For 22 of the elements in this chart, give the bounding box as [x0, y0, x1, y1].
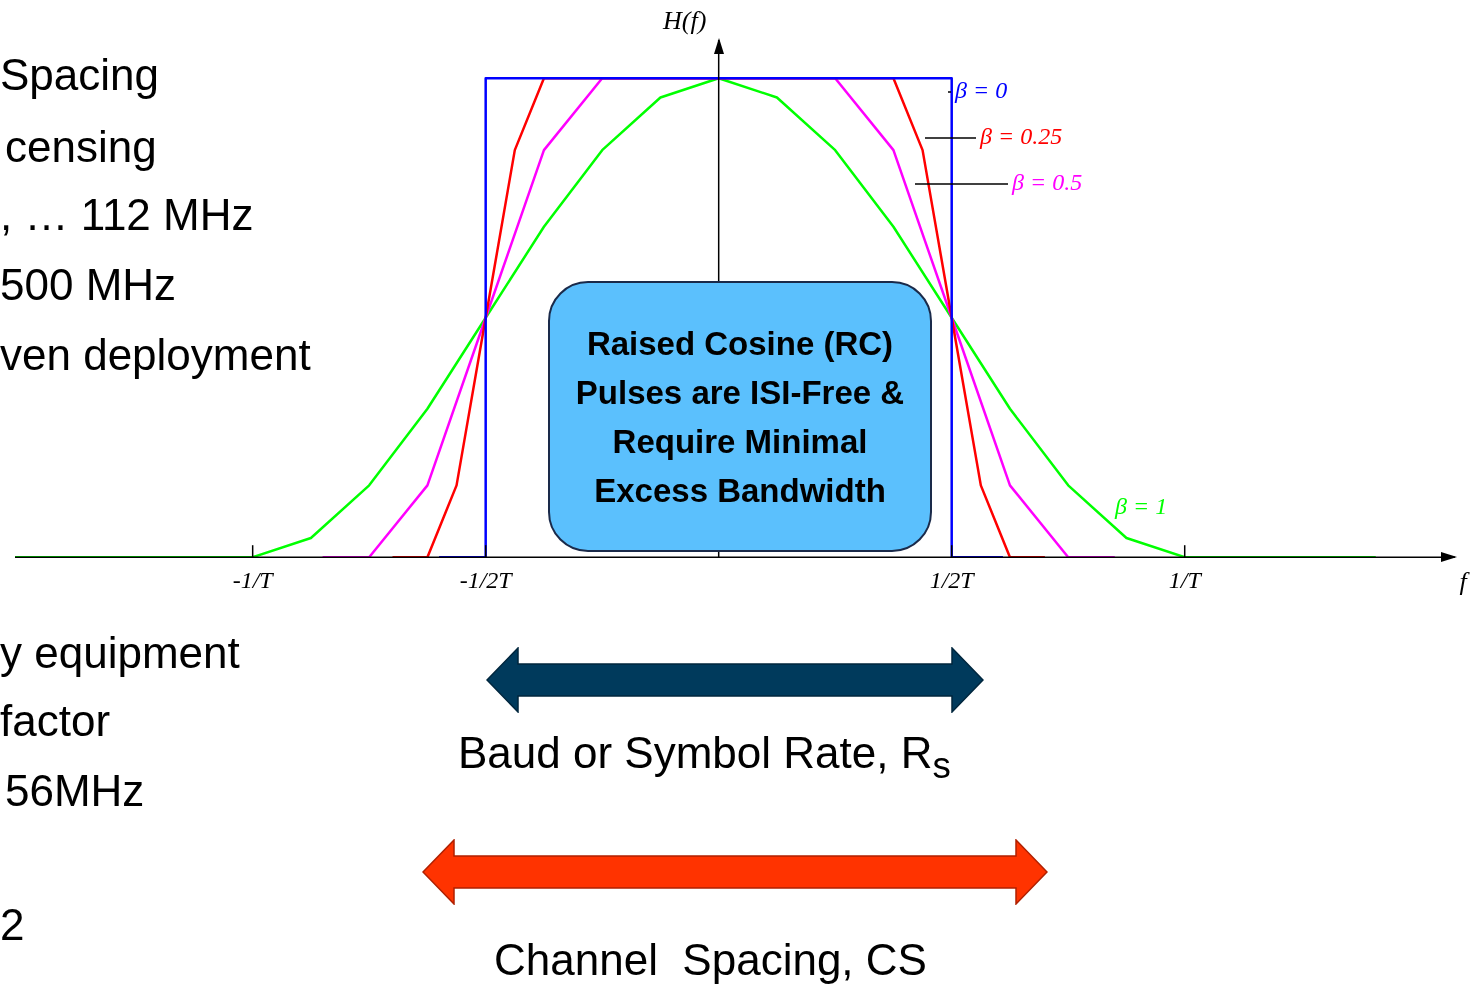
callout-box: Raised Cosine (RC) Pulses are ISI-Free & Require Minimal Excess Bandwidth [548, 281, 932, 552]
annotation: , … 112 MHz [0, 190, 254, 240]
text: factor [0, 696, 111, 746]
text: β = 0.25 [979, 123, 1063, 150]
x-tick-label: -1/2T [459, 566, 514, 593]
y-axis-title: H(f) [662, 5, 707, 35]
series-label: β = 1 [1114, 493, 1168, 520]
x-tick-label: -1/T [232, 566, 275, 593]
x-tick-label: 1/2T [929, 566, 976, 593]
annotation: 500 MHz [0, 260, 177, 310]
text: β = 0.5 [1011, 169, 1083, 196]
x-tick-label: 1/T [1168, 566, 1203, 593]
text: 2 [0, 900, 25, 950]
annotation: Spacing [0, 50, 160, 100]
x-axis-title: f [1459, 567, 1471, 597]
text: Channel Spacing, CS [494, 935, 927, 984]
text: Baud or Symbol Rate, R$_{s}$ [458, 728, 951, 788]
annotation: censing [5, 122, 157, 172]
text: y equipment [0, 628, 240, 678]
series-label: β = 0 [954, 77, 1008, 104]
text: 56MHz [5, 766, 145, 816]
annotation: ven deployment [0, 330, 311, 380]
